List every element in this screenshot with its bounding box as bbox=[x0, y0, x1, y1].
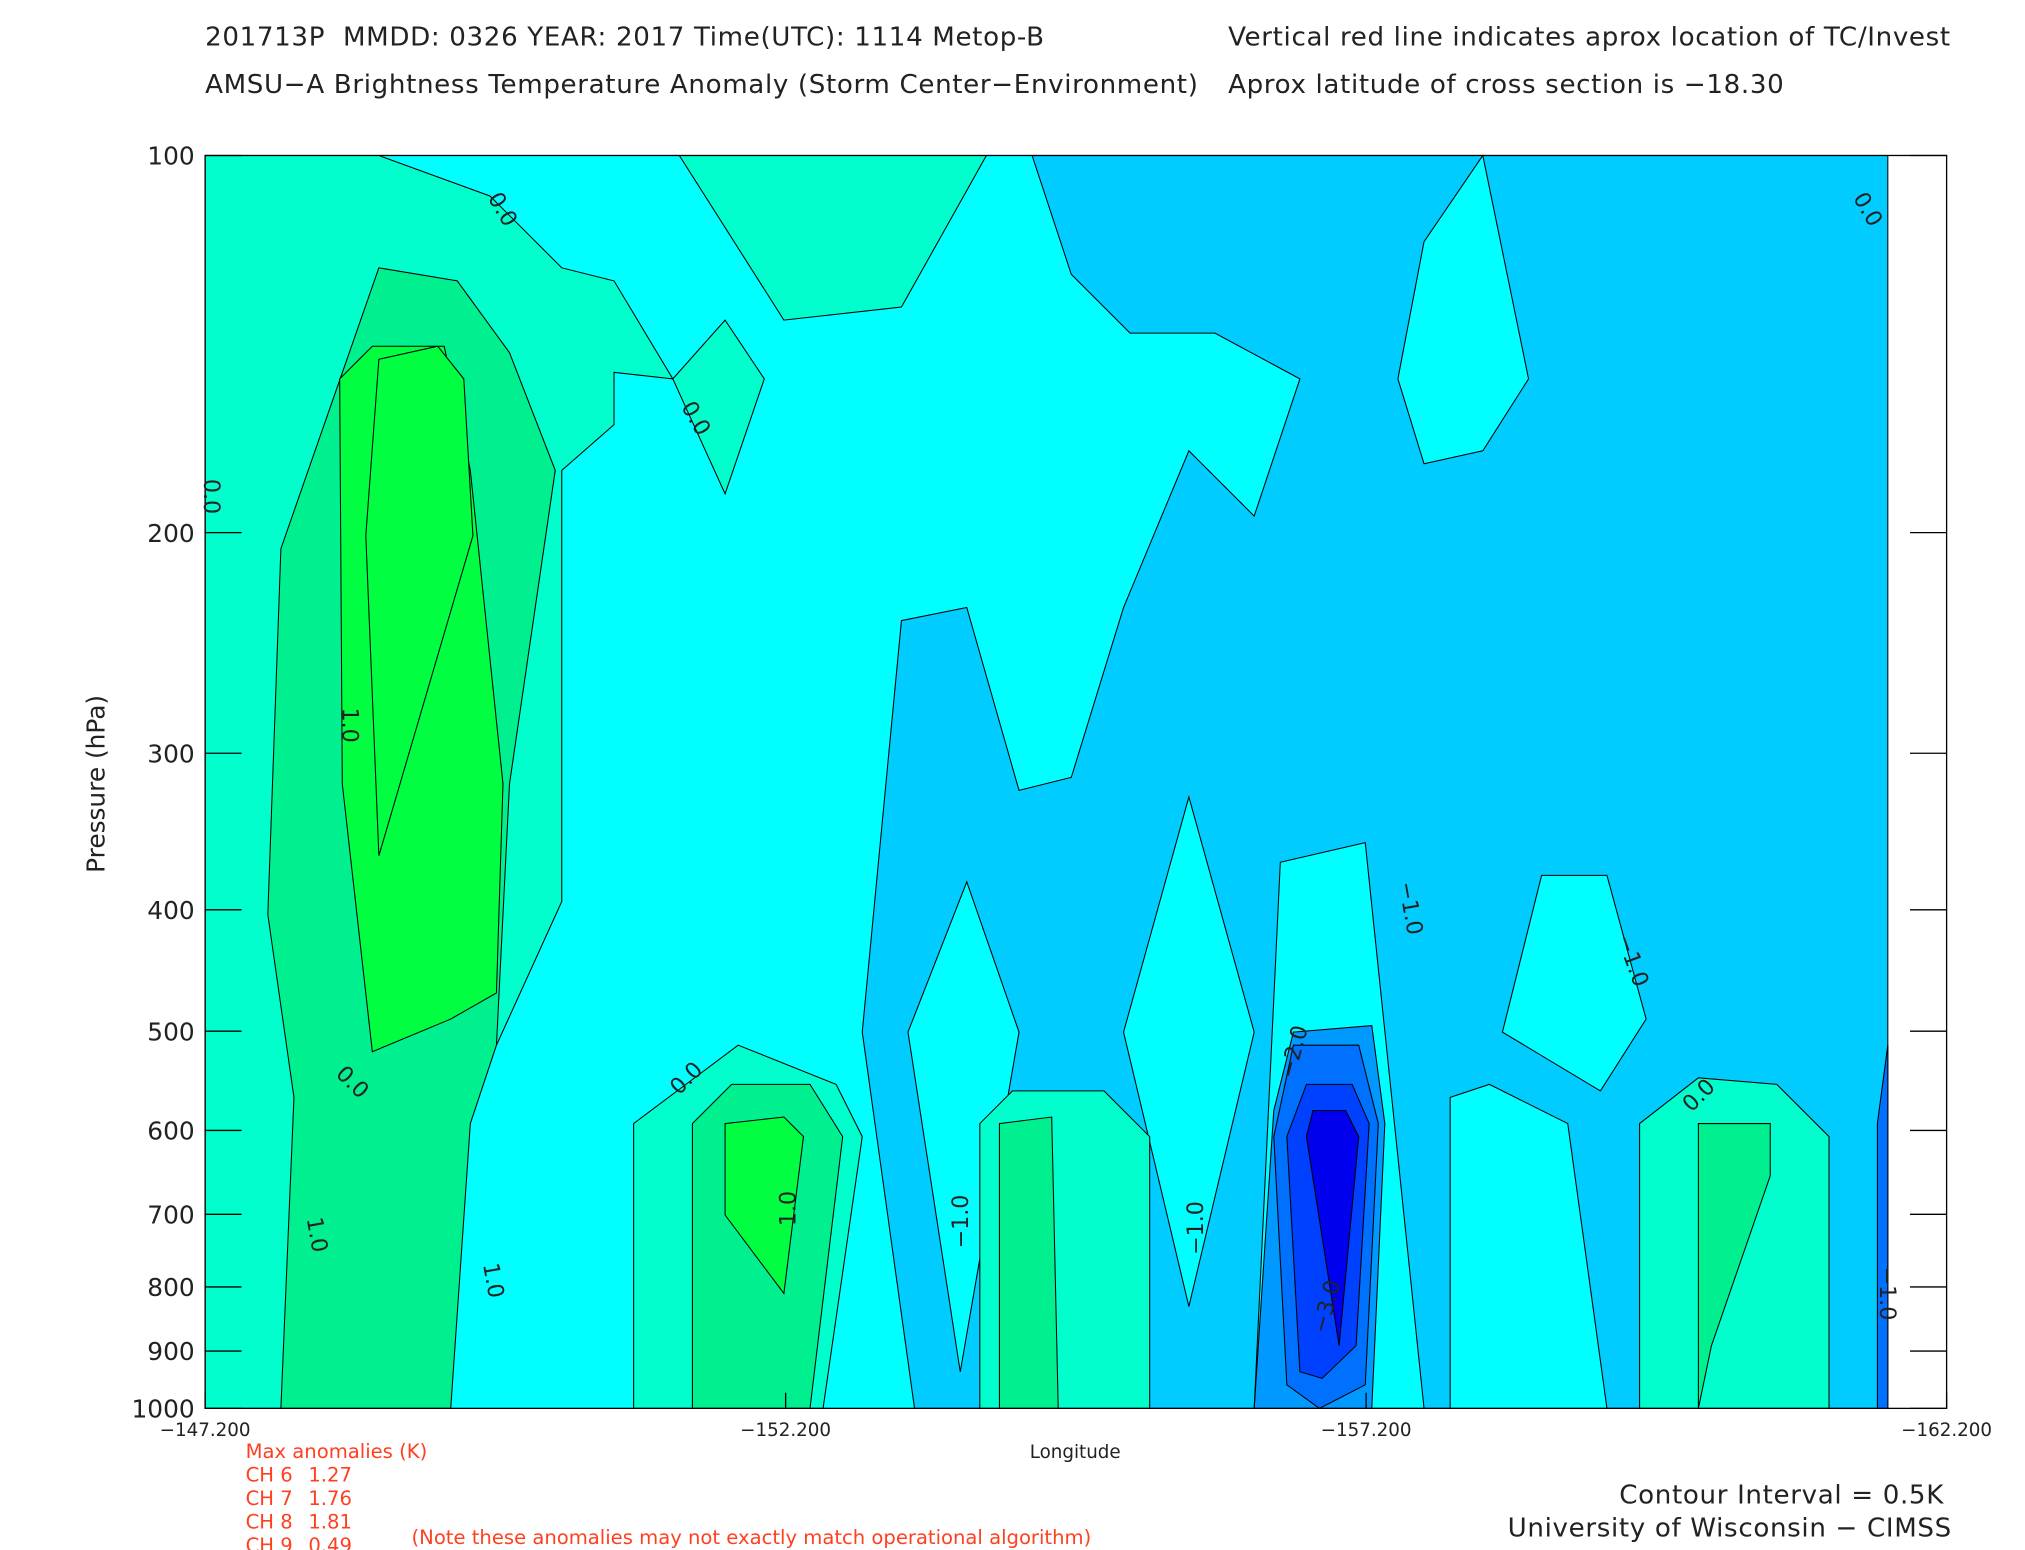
x-tick-label: −152.200 bbox=[740, 1420, 831, 1441]
contour-label: 1.0 bbox=[776, 1191, 802, 1226]
y-tick-label: 700 bbox=[147, 1200, 194, 1229]
contour-band bbox=[365, 345, 474, 856]
contour-band bbox=[1501, 874, 1647, 1092]
x-tick-label: −157.200 bbox=[1321, 1420, 1412, 1441]
contour-label: 1.0 bbox=[301, 1215, 333, 1254]
y-tick-label: 400 bbox=[147, 896, 194, 925]
contour-band bbox=[672, 319, 765, 496]
anomaly-value: 0.49 bbox=[308, 1534, 352, 1550]
y-tick-label: 600 bbox=[147, 1117, 194, 1146]
note: (Note these anomalies may not exactly ma… bbox=[412, 1526, 1092, 1549]
anomaly-channel: CH 8 bbox=[246, 1511, 293, 1534]
contour-label: 1.0 bbox=[336, 707, 362, 742]
x-axis-label: Longitude bbox=[1030, 1442, 1121, 1463]
contour-band bbox=[907, 880, 1020, 1372]
anomaly-channel: CH 6 bbox=[246, 1464, 293, 1487]
contour-label: 1.0 bbox=[477, 1261, 509, 1300]
contour-band bbox=[1305, 1109, 1360, 1346]
contour-label: 0.0 bbox=[198, 479, 224, 514]
y-tick-label: 300 bbox=[147, 739, 194, 768]
anomaly-value: 1.76 bbox=[308, 1487, 352, 1510]
max-anomalies-title: Max anomalies (K) bbox=[246, 1440, 428, 1463]
header-line: 201713P MMDD: 0326 YEAR: 2017 Time(UTC):… bbox=[205, 23, 1045, 53]
y-tick-label: 100 bbox=[147, 142, 194, 171]
contour-label: −1.0 bbox=[948, 1195, 974, 1249]
anomaly-value: 1.81 bbox=[308, 1511, 352, 1534]
anomaly-channel: CH 7 bbox=[246, 1487, 293, 1510]
contour-interval: Contour Interval = 0.5K bbox=[1619, 1481, 1944, 1511]
plot-frame bbox=[204, 154, 1948, 1410]
contour-label: −1.0 bbox=[1874, 1266, 1900, 1320]
anomaly-value: 1.27 bbox=[308, 1464, 352, 1487]
header-line: AMSU−A Brightness Temperature Anomaly (S… bbox=[205, 70, 1198, 100]
contour-band bbox=[1397, 154, 1530, 465]
anomaly-channel: CH 9 bbox=[246, 1534, 293, 1550]
contour-field bbox=[204, 154, 1889, 1409]
y-tick-label: 800 bbox=[147, 1273, 194, 1302]
y-axis-label: Pressure (hPa) bbox=[82, 695, 111, 873]
contour-band bbox=[1123, 794, 1255, 1307]
header-note: Aprox latitude of cross section is −18.3… bbox=[1228, 70, 1784, 100]
contour-band bbox=[724, 1116, 805, 1295]
credit: University of Wisconsin − CIMSS bbox=[1508, 1513, 1952, 1543]
x-tick-label: −162.200 bbox=[1901, 1420, 1992, 1441]
contour-band bbox=[998, 1116, 1059, 1409]
contour-label: −1.0 bbox=[1183, 1201, 1209, 1255]
contour-band bbox=[1697, 1123, 1771, 1409]
y-tick-label: 1000 bbox=[132, 1395, 195, 1424]
y-tick-label: 500 bbox=[147, 1017, 194, 1046]
y-tick-label: 200 bbox=[147, 519, 194, 548]
x-tick-label: −147.200 bbox=[160, 1420, 251, 1441]
y-tick-label: 900 bbox=[147, 1337, 194, 1366]
header-note: Vertical red line indicates aprox locati… bbox=[1228, 23, 1951, 53]
